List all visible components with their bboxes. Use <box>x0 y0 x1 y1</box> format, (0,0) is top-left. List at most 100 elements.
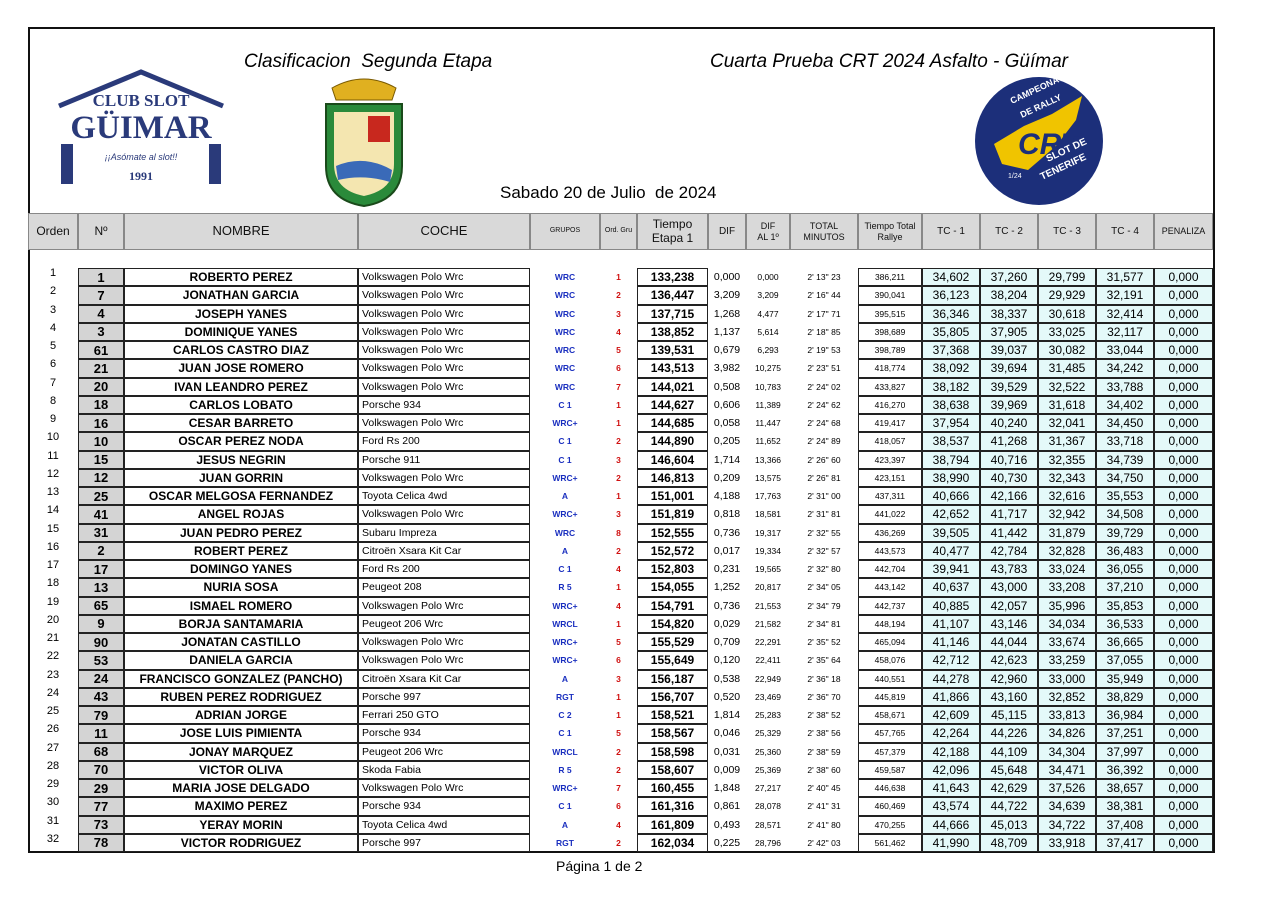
cell-coche: Peugeot 206 Wrc <box>358 742 530 761</box>
club-slogan: ¡¡Asómate al slot!! <box>105 152 178 162</box>
cell-tc-2: 40,716 <box>980 450 1038 469</box>
cell-orden-grupo: 1 <box>616 691 621 702</box>
cell-grupo: C 2 <box>558 710 572 721</box>
cell-dorsal: 21 <box>78 359 124 378</box>
cell-tc-4: 34,450 <box>1096 414 1154 433</box>
cell-orden: 16 <box>46 540 60 553</box>
cell-penaliza: 0,000 <box>1154 614 1213 633</box>
cell-orden: 11 <box>47 449 59 462</box>
cell-grupo: C 1 <box>558 728 572 739</box>
cell-grupo: C 1 <box>558 454 572 465</box>
cell-coche: Volkswagen Polo Wrc <box>358 286 530 305</box>
cell-orden: 23 <box>46 668 60 681</box>
header-nombre: NOMBRE <box>124 213 358 250</box>
cell-tiempo-etapa: 160,455 <box>637 779 708 798</box>
cell-dif-al-1: 13,575 <box>755 472 781 483</box>
cell-penaliza: 0,000 <box>1154 760 1213 779</box>
cell-dif: 0,493 <box>713 818 741 831</box>
cell-dorsal: 78 <box>78 833 124 852</box>
header-text: NOMBRE <box>212 223 270 239</box>
cell-tc-4: 33,788 <box>1096 377 1154 396</box>
cell-dif-al-1: 10,275 <box>755 363 781 374</box>
cell-nombre: OSCAR PEREZ NODA <box>124 432 358 451</box>
cell-tc-1: 38,537 <box>922 432 980 451</box>
cell-penaliza: 0,000 <box>1154 304 1213 323</box>
cell-dorsal: 11 <box>78 724 124 743</box>
cell-grupo: C 1 <box>558 801 572 812</box>
header-orden-grupo: Ord. Gru <box>600 213 637 250</box>
cell-tc-3: 32,343 <box>1038 468 1096 487</box>
cell-total-minutos: 2' 38'' 52 <box>807 710 841 721</box>
cell-tc-2: 39,969 <box>980 395 1038 414</box>
cell-orden-grupo: 1 <box>616 582 621 593</box>
cell-orden: 12 <box>46 467 60 480</box>
cell-total-minutos: 2' 32'' 80 <box>807 564 841 575</box>
cell-orden: 3 <box>49 303 57 316</box>
cell-tiempo-total: 423,151 <box>858 468 922 487</box>
cell-tiempo-etapa: 162,034 <box>637 833 708 852</box>
header-text: Tiempo Total <box>864 221 916 232</box>
header-text: TC - 1 <box>937 225 965 237</box>
cell-nombre: FRANCISCO GONZALEZ (PANCHO) <box>124 669 358 688</box>
cell-tiempo-total: 418,057 <box>858 432 922 451</box>
cell-tiempo-etapa: 144,021 <box>637 377 708 396</box>
cell-tc-3: 31,618 <box>1038 395 1096 414</box>
header-text: TC - 3 <box>1053 225 1081 237</box>
cell-tiempo-etapa: 158,567 <box>637 724 708 743</box>
cell-tc-1: 37,368 <box>922 341 980 360</box>
cell-tiempo-total: 418,774 <box>858 359 922 378</box>
cell-tiempo-total: 470,255 <box>858 815 922 834</box>
cell-coche: Volkswagen Polo Wrc <box>358 468 530 487</box>
cell-tiempo-total: 457,379 <box>858 742 922 761</box>
cell-orden-grupo: 1 <box>616 491 621 502</box>
cell-orden: 19 <box>46 595 60 608</box>
cell-dif: 0,736 <box>713 599 741 612</box>
cell-dif: 0,231 <box>713 563 741 576</box>
crt-logo: CAMPEONATO DE RALLY CRT 1/24 SLOT DE TEN… <box>975 74 1103 205</box>
cell-nombre: DOMINIQUE YANES <box>124 322 358 341</box>
cell-tiempo-total: 398,789 <box>858 341 922 360</box>
cell-total-minutos: 2' 24'' 68 <box>807 418 841 429</box>
cell-dif: 0,709 <box>713 636 741 649</box>
cell-dif: 0,120 <box>713 654 741 667</box>
cell-orden: 20 <box>46 613 60 626</box>
cell-dif-al-1: 4,477 <box>757 308 779 319</box>
header-text: Nº <box>94 223 108 238</box>
cell-tc-2: 45,648 <box>980 760 1038 779</box>
cell-tiempo-total: 416,270 <box>858 395 922 414</box>
cell-orden: 1 <box>49 267 57 280</box>
cell-dif: 1,268 <box>713 307 741 320</box>
cell-tc-3: 30,618 <box>1038 304 1096 323</box>
cell-dif-al-1: 18,581 <box>755 509 781 520</box>
cell-tc-2: 45,115 <box>980 706 1038 725</box>
cell-dif-al-1: 28,796 <box>755 837 781 848</box>
cell-penaliza: 0,000 <box>1154 268 1213 287</box>
cell-tiempo-etapa: 136,447 <box>637 286 708 305</box>
header-text: Etapa 1 <box>651 230 694 245</box>
cell-tiempo-total: 443,573 <box>858 541 922 560</box>
cell-orden-grupo: 1 <box>616 618 621 629</box>
cell-tc-1: 41,643 <box>922 779 980 798</box>
cell-penaliza: 0,000 <box>1154 414 1213 433</box>
cell-orden-grupo: 1 <box>616 272 621 283</box>
cell-dif-al-1: 28,078 <box>755 801 781 812</box>
cell-coche: Volkswagen Polo Wrc <box>358 268 530 287</box>
cell-tiempo-etapa: 155,649 <box>637 651 708 670</box>
cell-penaliza: 0,000 <box>1154 560 1213 579</box>
cell-tc-4: 36,055 <box>1096 560 1154 579</box>
cell-coche: Volkswagen Polo Wrc <box>358 505 530 524</box>
cell-tiempo-total: 457,765 <box>858 724 922 743</box>
cell-tc-3: 34,639 <box>1038 797 1096 816</box>
cell-total-minutos: 2' 26'' 60 <box>807 454 841 465</box>
cell-dif-al-1: 22,949 <box>755 673 781 684</box>
cell-grupo: RGT <box>556 691 574 702</box>
header-text: Rallye <box>877 231 903 242</box>
cell-dorsal: 41 <box>78 505 124 524</box>
cell-tc-3: 32,828 <box>1038 541 1096 560</box>
cell-nombre: JUAN GORRIN <box>124 468 358 487</box>
title-left: Clasificacion Segunda Etapa <box>244 51 493 72</box>
cell-orden: 24 <box>46 686 60 699</box>
cell-dorsal: 12 <box>78 468 124 487</box>
cell-dorsal: 4 <box>78 304 124 323</box>
cell-dif: 0,508 <box>713 380 741 393</box>
